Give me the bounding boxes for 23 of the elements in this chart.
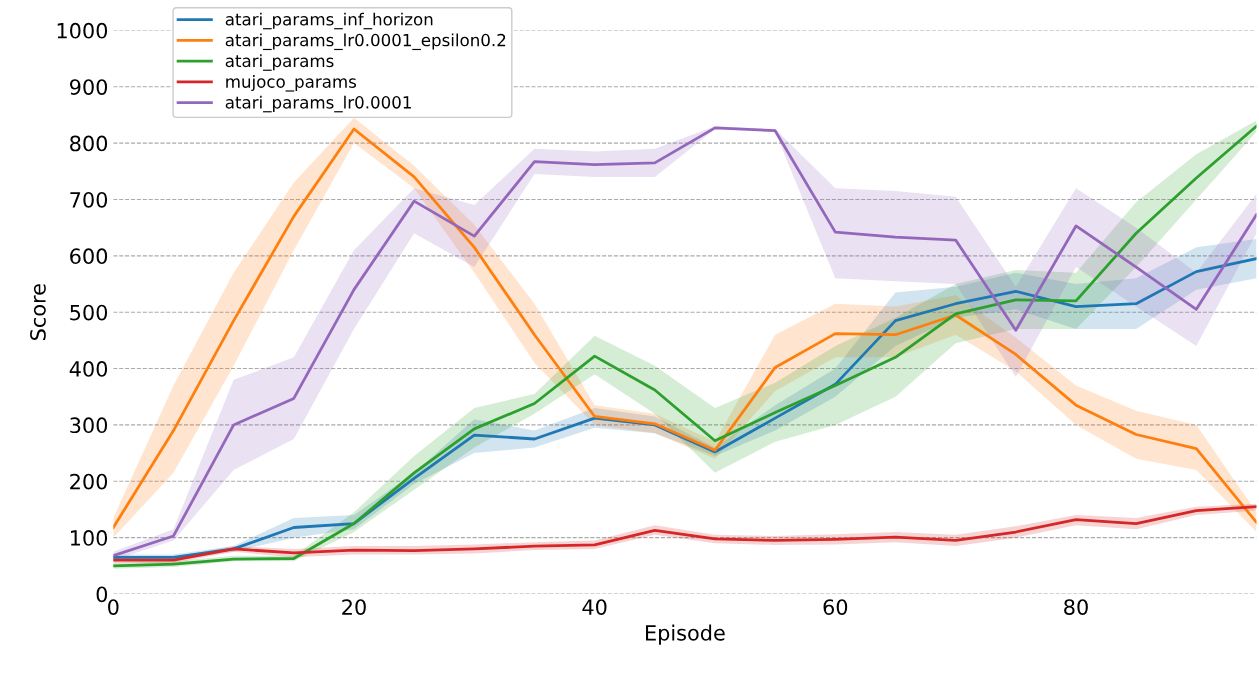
y-tick-label: 700: [70, 191, 108, 208]
y-tick-label: 400: [69, 361, 108, 377]
y-tick-label: 800: [70, 135, 108, 152]
y-tick-label: 200: [70, 473, 108, 490]
x-tick-label: 20: [342, 599, 366, 615]
x-tick-label: 0: [108, 599, 119, 615]
y-tick-label: 500: [70, 304, 108, 321]
legend-label: mujoco_params: [226, 74, 357, 92]
legend-label: atari_params: [225, 54, 334, 71]
x-tick-label: 40: [582, 599, 607, 615]
legend-label: atari_params_inf_horizon: [225, 12, 433, 30]
y-tick-label: 0: [96, 586, 108, 603]
y-tick-label: 300: [70, 417, 108, 434]
y-tick-label: 100: [70, 530, 108, 546]
y-tick-label: 600: [70, 248, 108, 265]
x-tick-label: 80: [1064, 599, 1088, 615]
x-tick-label: 60: [823, 599, 848, 615]
y-axis-title: Score: [30, 284, 46, 340]
y-tick-label: 1000: [57, 22, 108, 39]
x-axis-title: Episode: [646, 624, 725, 645]
legend-label: atari_params_lr0.0001: [225, 95, 411, 113]
y-tick-label: 900: [70, 79, 108, 95]
legend-label: atari_params_lr0.0001_epsilon0.2: [225, 33, 506, 51]
